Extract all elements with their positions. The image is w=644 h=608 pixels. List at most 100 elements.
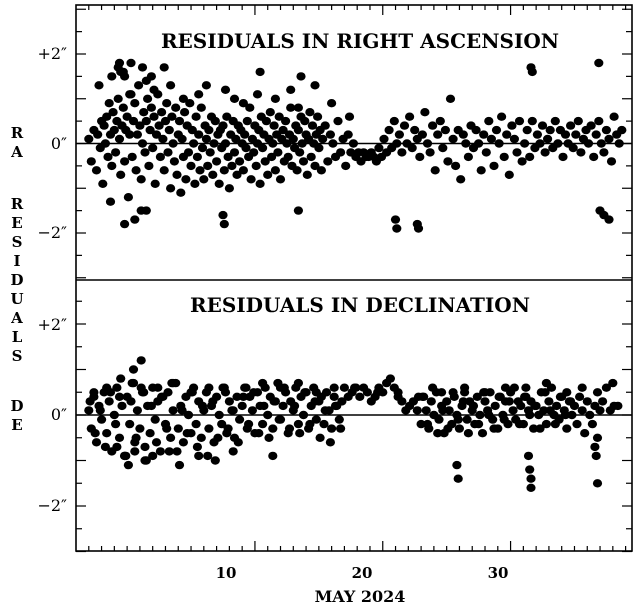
ra-data-point — [571, 130, 581, 139]
de-data-point — [223, 424, 233, 433]
ra-data-point — [107, 161, 117, 171]
de-data-point — [290, 401, 300, 411]
de-data-point — [258, 378, 268, 388]
ra-data-point — [405, 112, 415, 121]
de-data-point — [433, 429, 443, 438]
de-data-point — [566, 397, 576, 406]
ra-data-point — [114, 134, 125, 144]
ra-data-point — [440, 125, 450, 135]
de-data-point — [526, 474, 536, 483]
ra-data-point — [98, 179, 108, 188]
de-data-point — [311, 415, 321, 424]
de-data-point — [274, 415, 284, 424]
de-data-point — [91, 438, 102, 447]
de-data-point — [214, 410, 224, 420]
ra-data-point — [435, 116, 445, 126]
ra-data-point — [568, 143, 578, 153]
de-data-point — [298, 410, 309, 420]
ra-data-point — [525, 152, 535, 162]
x-axis-title: MAY 2024 — [315, 587, 406, 606]
ra-data-point — [422, 139, 433, 148]
ra-data-point — [136, 175, 146, 184]
ra-data-point — [139, 108, 149, 117]
ra-data-point — [91, 166, 102, 175]
de-data-point — [125, 419, 135, 429]
y-label-de-char-2: E — [11, 416, 22, 434]
de-data-point — [590, 442, 600, 452]
de-data-point — [577, 383, 587, 392]
ra-data-point — [172, 170, 182, 179]
ra-data-point — [155, 152, 165, 162]
ra-data-point — [586, 121, 596, 130]
ra-data-point — [162, 99, 172, 108]
ra-data-point — [296, 72, 306, 81]
de-data-point — [582, 397, 592, 406]
de-data-point — [337, 397, 347, 406]
de-data-point — [320, 406, 330, 415]
ra-data-point — [150, 179, 160, 188]
ra-data-point — [123, 193, 133, 202]
de-data-point — [284, 424, 295, 433]
de-data-point — [90, 429, 100, 438]
ra-data-point — [246, 175, 256, 184]
ra-data-point — [242, 116, 252, 126]
de-data-point — [452, 460, 462, 470]
ra-data-point — [159, 166, 169, 175]
ra-data-point — [407, 143, 417, 153]
ra-data-point — [270, 94, 280, 104]
de-data-point — [499, 415, 509, 424]
ra-data-point — [212, 157, 222, 166]
ra-data-point — [456, 175, 466, 184]
de-data-point — [530, 401, 540, 411]
xtick-label-30: 30 — [488, 564, 509, 582]
ra-data-point — [144, 161, 154, 171]
de-data-point — [85, 397, 95, 406]
ra-ytick-label-plus2: +2″ — [37, 44, 67, 63]
ra-data-point — [583, 139, 594, 148]
de-data-point — [293, 378, 303, 388]
ra-data-point — [517, 157, 527, 166]
ra-data-point — [499, 152, 509, 162]
de-data-point — [128, 365, 139, 374]
ra-data-point — [310, 161, 320, 171]
ra-data-point — [194, 90, 204, 99]
ra-data-point — [604, 215, 614, 224]
de-ytick-label-plus2: +2″ — [37, 315, 67, 334]
de-data-point — [210, 456, 220, 465]
ra-data-point — [305, 108, 315, 117]
de-data-point — [117, 401, 127, 411]
de-data-point — [480, 388, 490, 397]
ra-data-point — [522, 125, 532, 135]
de-data-point — [529, 424, 539, 433]
ra-data-point — [222, 112, 232, 121]
ra-data-point — [348, 139, 358, 148]
ra-data-point — [310, 81, 320, 90]
ra-data-point — [507, 121, 517, 130]
ra-data-point — [481, 148, 491, 157]
de-panel-title: RESIDUALS IN DECLINATION — [190, 293, 530, 317]
ra-data-point — [589, 152, 599, 162]
ra-data-point — [146, 72, 156, 81]
ra-data-point — [114, 58, 125, 68]
de-data-point — [228, 406, 238, 415]
ra-data-point — [223, 152, 233, 162]
de-data-point — [526, 483, 536, 492]
ra-data-point — [545, 125, 555, 135]
ra-data-point — [258, 143, 268, 153]
ra-data-point — [573, 116, 583, 126]
de-data-point — [601, 383, 612, 392]
ra-data-point — [219, 219, 229, 229]
ra-data-point — [594, 116, 604, 126]
ra-data-point — [176, 188, 186, 197]
ra-data-point — [268, 139, 278, 148]
ra-data-point — [201, 134, 211, 144]
de-data-point — [89, 388, 99, 397]
ra-data-point — [399, 121, 410, 130]
ra-data-point — [241, 143, 251, 153]
de-data-point — [504, 397, 514, 406]
de-data-point — [224, 397, 234, 406]
ra-data-point — [537, 121, 548, 130]
ra-data-point — [286, 85, 296, 95]
ra-data-point — [151, 130, 162, 139]
